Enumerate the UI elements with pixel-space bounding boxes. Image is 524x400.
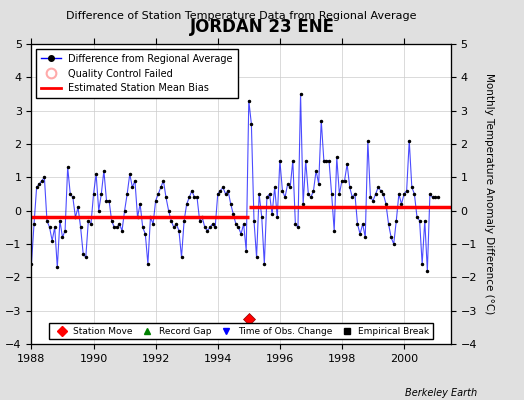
Text: Berkeley Earth: Berkeley Earth — [405, 388, 477, 398]
Text: JORDAN 23 ENE: JORDAN 23 ENE — [190, 18, 334, 36]
Title: Difference of Station Temperature Data from Regional Average: Difference of Station Temperature Data f… — [66, 11, 416, 21]
Legend: Station Move, Record Gap, Time of Obs. Change, Empirical Break: Station Move, Record Gap, Time of Obs. C… — [49, 323, 433, 340]
Y-axis label: Monthly Temperature Anomaly Difference (°C): Monthly Temperature Anomaly Difference (… — [484, 73, 494, 315]
